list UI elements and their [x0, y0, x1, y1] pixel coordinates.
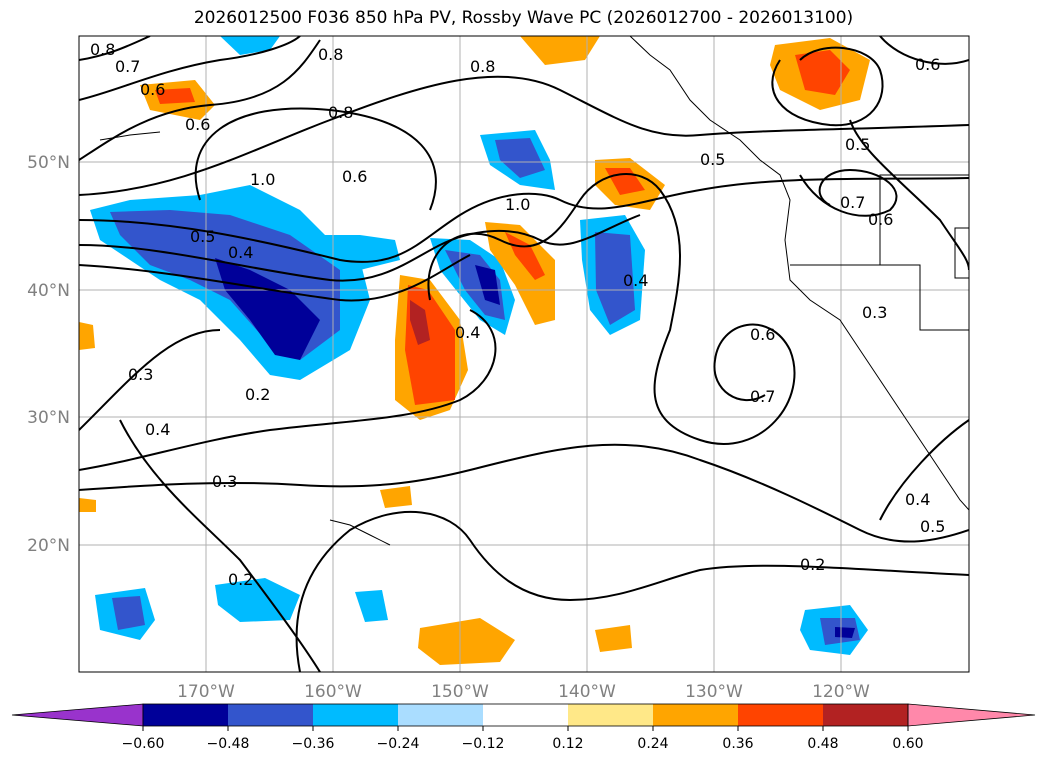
contour-label: 0.3 [862, 303, 887, 322]
contour-label: 0.4 [623, 271, 648, 290]
longitude-labels: 170°W 160°W 150°W 140°W 130°W 120°W [177, 682, 870, 702]
coastline [99, 36, 969, 546]
contour-label: 0.4 [455, 323, 480, 342]
contour-label: 0.4 [228, 243, 253, 262]
lon-label: 120°W [812, 682, 870, 702]
contour-label: 0.5 [920, 517, 945, 536]
lon-label: 170°W [177, 682, 235, 702]
contour-label: 0.2 [245, 385, 270, 404]
lat-label: 40°N [27, 281, 70, 301]
colorbar-tick-label: 0.24 [637, 736, 668, 752]
contour-label: 0.3 [212, 472, 237, 491]
colorbar-segment [823, 704, 908, 726]
contour-label: 0.2 [800, 555, 825, 574]
pv-contours [79, 36, 969, 672]
contour-label: 0.3 [128, 365, 153, 384]
colorbar-segment [738, 704, 823, 726]
colorbar-tick-label: −0.48 [207, 736, 250, 752]
colorbar-segment [568, 704, 653, 726]
contour-label: 0.6 [185, 115, 210, 134]
plot-frame [78, 35, 970, 673]
latitude-labels: 50°N 40°N 30°N 20°N [27, 153, 70, 556]
contour-label: 0.2 [228, 570, 253, 589]
contour-label: 0.8 [328, 103, 353, 122]
colorbar-tick-label: 0.12 [552, 736, 583, 752]
contour-label: 0.7 [840, 193, 865, 212]
contour-label: 0.6 [868, 210, 893, 229]
contour-label: 0.6 [915, 55, 940, 74]
lat-label: 30°N [27, 408, 70, 428]
contour-label: 0.5 [700, 150, 725, 169]
contour-label: 0.5 [190, 227, 215, 246]
contour-label: 0.8 [318, 45, 343, 64]
contour-label: 1.0 [250, 170, 275, 189]
colorbar-segment [143, 704, 228, 726]
lon-label: 140°W [558, 682, 616, 702]
contour-label: 0.4 [145, 420, 170, 439]
anomaly-shading [79, 36, 870, 665]
contour-label: 1.0 [505, 195, 530, 214]
contour-label: 0.7 [115, 57, 140, 76]
colorbar-tick-label: −0.36 [292, 736, 335, 752]
contour-label: 0.6 [342, 167, 367, 186]
colorbar-segment [653, 704, 738, 726]
lat-label: 50°N [27, 153, 70, 173]
lon-label: 150°W [431, 682, 489, 702]
colorbar-segment [313, 704, 398, 726]
colorbar-tick-label: −0.60 [122, 736, 165, 752]
contour-label: 0.6 [140, 80, 165, 99]
colorbar-segment [483, 704, 568, 726]
colorbar-extend-low [11, 703, 144, 727]
colorbar-extend-high [907, 703, 1036, 727]
colorbar-frame [142, 703, 909, 727]
lon-label: 130°W [685, 682, 743, 702]
map-title: 2026012500 F036 850 hPa PV, Rossby Wave … [193, 8, 854, 28]
lon-label: 160°W [304, 682, 362, 702]
colorbar-tick-label: 0.60 [892, 736, 923, 752]
contour-label: 0.8 [470, 57, 495, 76]
lat-label: 20°N [27, 536, 70, 556]
contour-label: 0.7 [750, 387, 775, 406]
colorbar-segment [228, 704, 313, 726]
contour-label: 0.8 [90, 40, 115, 59]
colorbar-tick-label: 0.36 [722, 736, 753, 752]
contour-label: 0.6 [750, 325, 775, 344]
colorbar-tick-label: −0.24 [377, 736, 420, 752]
contour-labels: 0.8 0.7 0.6 0.6 0.8 0.8 0.6 0.8 0.5 0.5 … [90, 40, 945, 589]
contour-label: 0.4 [905, 490, 930, 509]
colorbar-tick-label: 0.48 [807, 736, 838, 752]
contour-label: 0.5 [845, 135, 870, 154]
colorbar: −0.60 −0.48 −0.36 −0.24 −0.12 0.12 0.24 0.36 0.4… [11, 703, 1036, 752]
colorbar-tick-label: −0.12 [462, 736, 505, 752]
colorbar-segment [398, 704, 483, 726]
